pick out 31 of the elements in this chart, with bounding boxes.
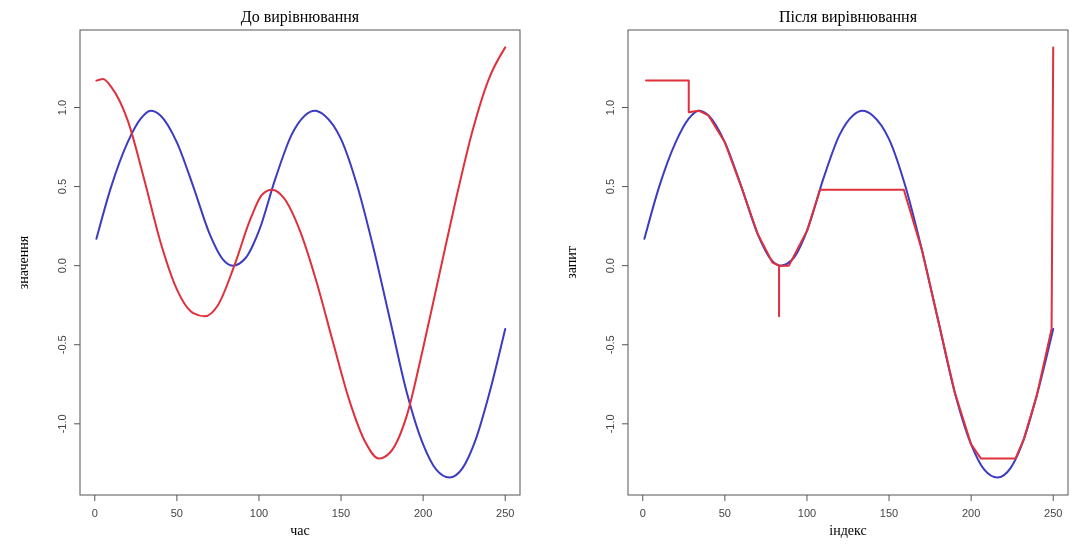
x-tick-label: 100 [249,507,269,519]
line-series [95,46,507,460]
x-tick-label: 250 [1044,507,1063,519]
x-tick-label: 250 [496,507,515,519]
y-tick-label: 0.5 [604,178,616,195]
x-tick-label: 100 [797,507,817,519]
y-tick-label: -1.0 [604,414,616,434]
line-series [95,109,507,479]
line-series [645,46,1055,460]
chart-title: Після вирівнювання [778,8,918,26]
x-tick-label: 200 [961,507,981,519]
x-tick-label: 150 [879,507,899,519]
y-tick-label: 0.0 [604,258,616,274]
x-axis-title: індекс [829,523,867,538]
x-tick-label: 50 [718,507,731,519]
x-tick-label: 0 [639,507,646,519]
x-tick-label: 0 [91,507,98,519]
y-tick-label: 1.0 [604,99,616,116]
x-tick-label: 50 [170,507,183,519]
y-axis-title: запит [564,246,579,279]
x-tick-label: 150 [331,507,351,519]
y-tick-label: -1.0 [56,414,68,434]
y-axis-title: значення [16,235,31,290]
y-tick-label: 0.5 [56,178,68,195]
y-tick-label: 1.0 [56,99,68,116]
chart-title: До вирівнювання [240,8,360,26]
x-tick-label: 200 [413,507,433,519]
y-tick-label: -0.5 [56,335,68,355]
y-tick-label: 0.0 [56,258,68,274]
y-tick-label: -0.5 [604,335,616,355]
x-axis-title: час [290,523,310,538]
